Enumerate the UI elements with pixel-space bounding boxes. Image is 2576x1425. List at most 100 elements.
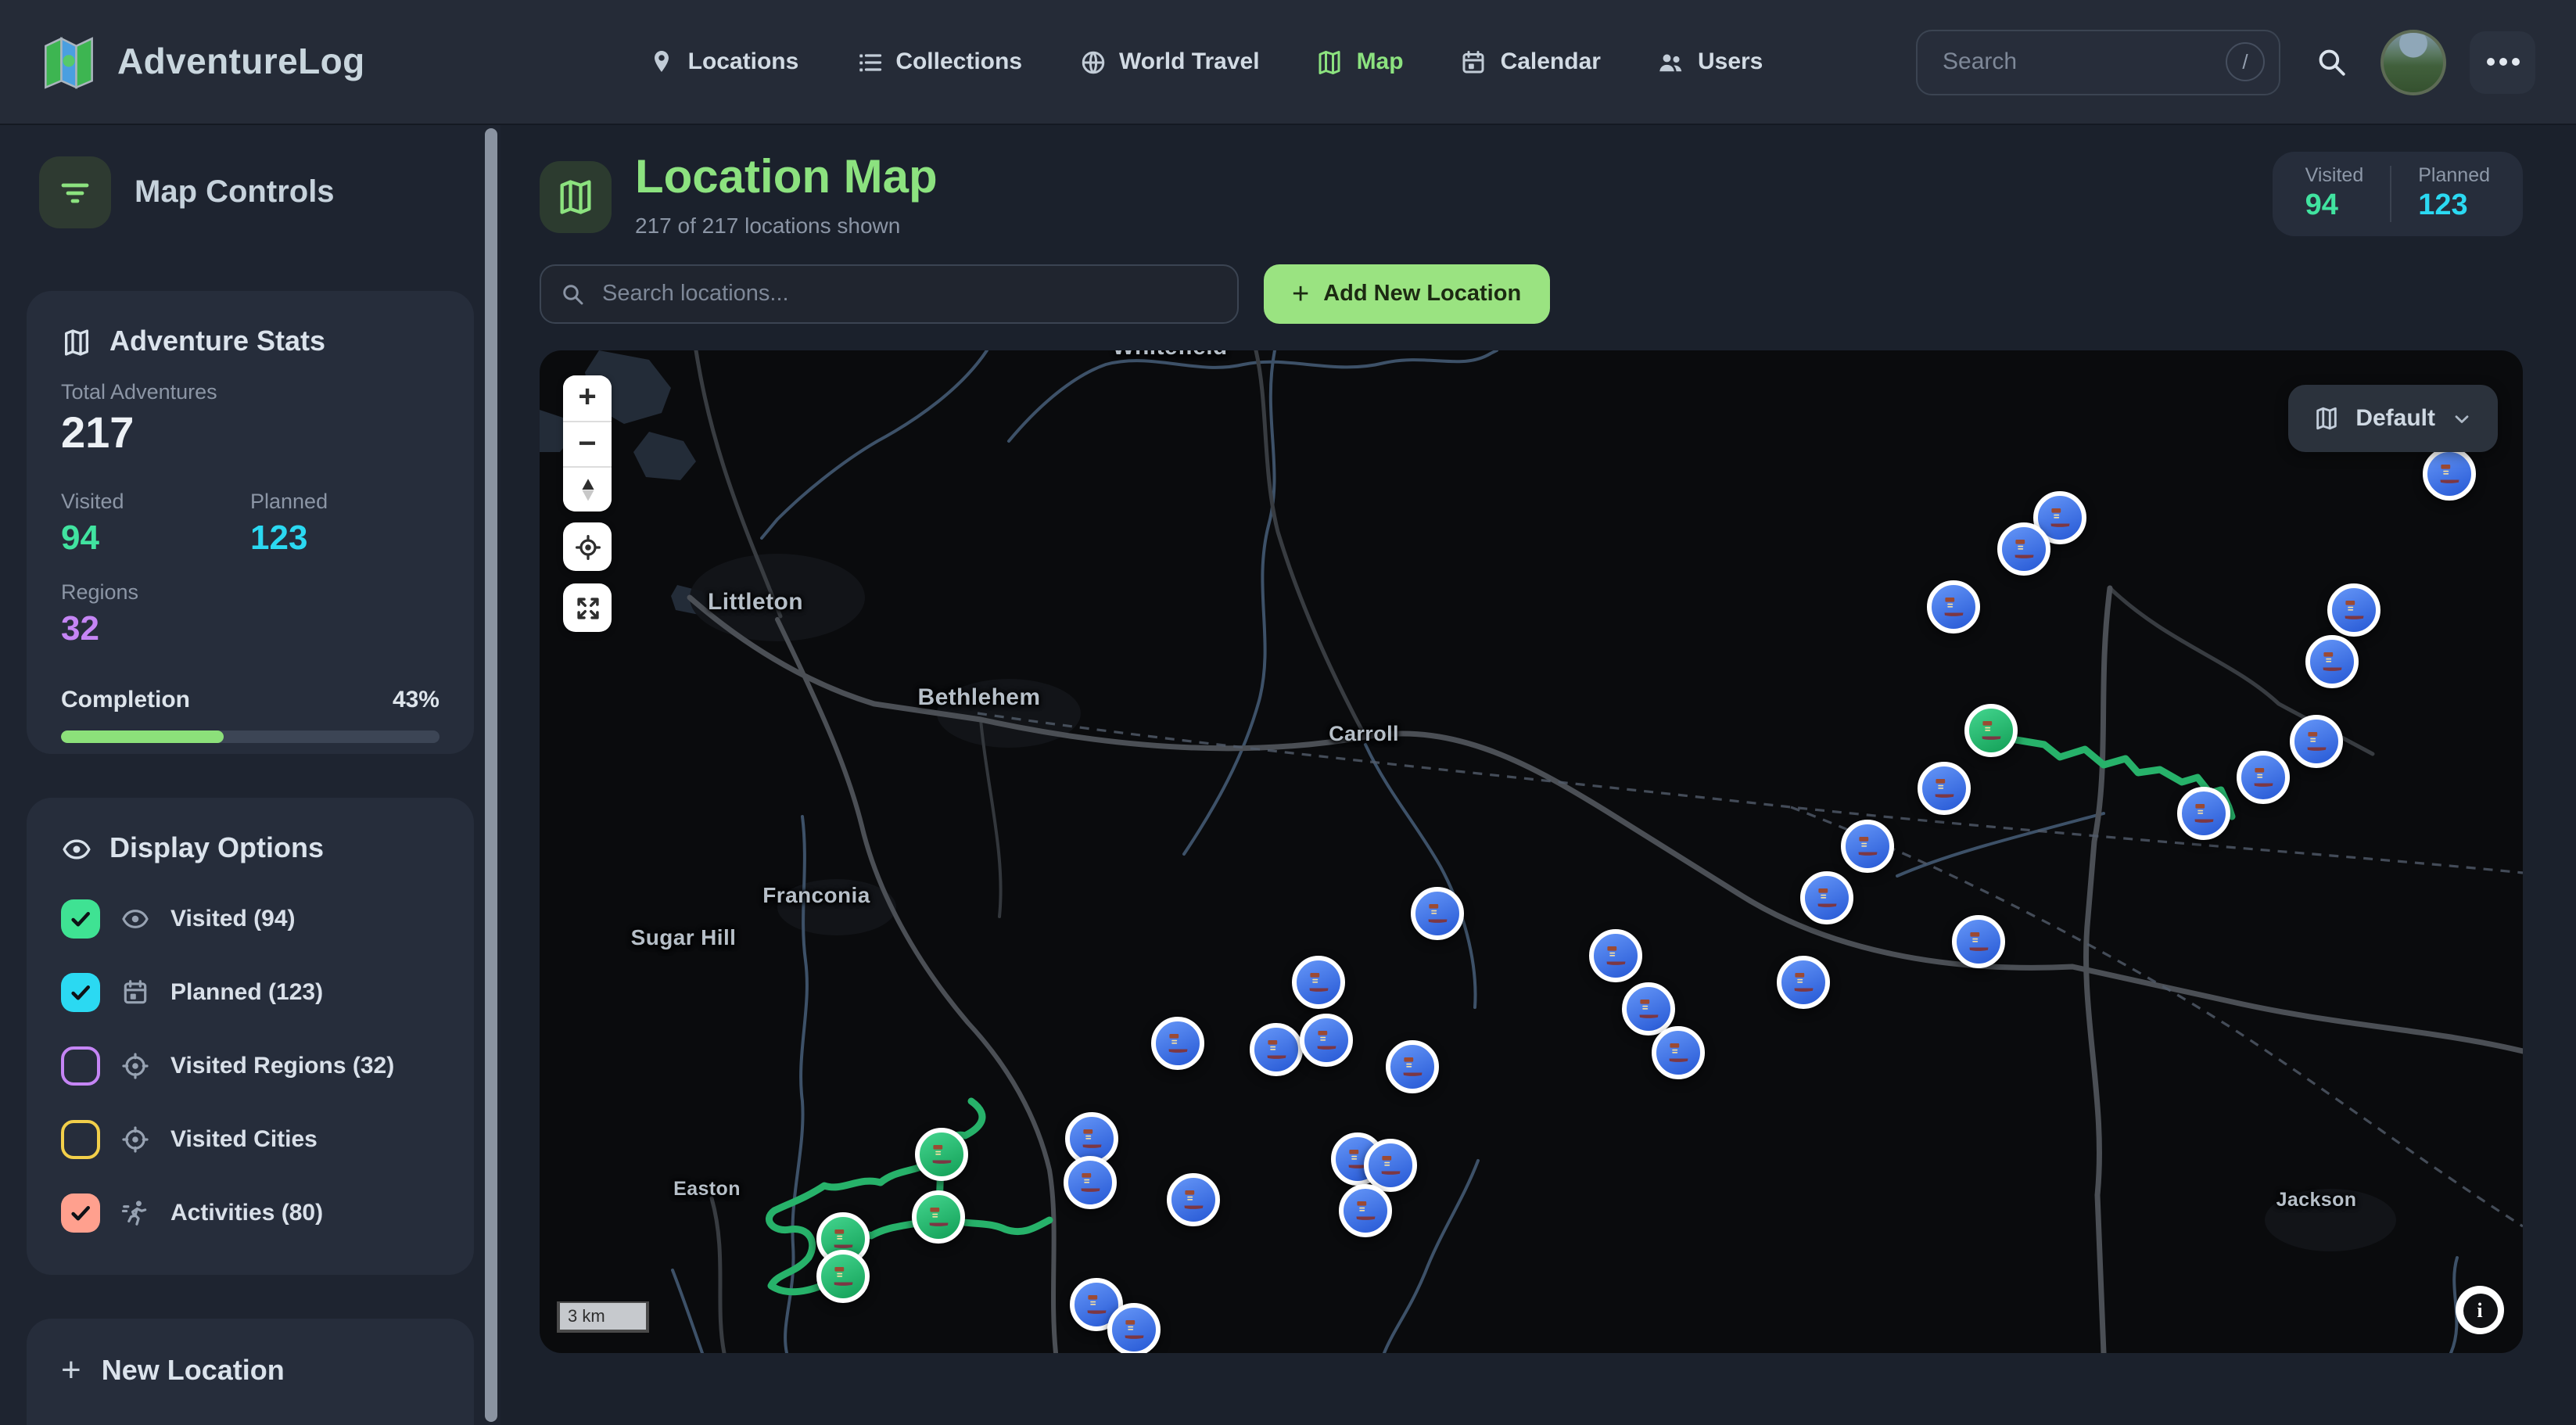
- map-city-label: Easton: [673, 1178, 741, 1200]
- page-header: Location Map 217 of 217 locations shown …: [540, 152, 2523, 238]
- visited-planned-badges: Visited 94 Planned 123: [2272, 152, 2523, 236]
- location-marker[interactable]: [1151, 1017, 1204, 1070]
- zoom-out-button[interactable]: −: [563, 421, 612, 466]
- location-marker[interactable]: [1292, 956, 1345, 1009]
- location-marker[interactable]: [1777, 956, 1830, 1009]
- location-marker[interactable]: [1339, 1184, 1392, 1237]
- location-marker[interactable]: [1952, 915, 2005, 968]
- location-marker[interactable]: [1622, 982, 1675, 1036]
- visited-location-marker[interactable]: [816, 1250, 870, 1303]
- location-marker[interactable]: [1250, 1023, 1303, 1076]
- info-icon: i: [2463, 1293, 2497, 1327]
- location-marker[interactable]: [1997, 522, 2050, 576]
- location-marker[interactable]: [2327, 583, 2380, 637]
- overflow-menu-button[interactable]: [2470, 31, 2535, 93]
- nav-item-label: Calendar: [1500, 48, 1601, 75]
- adventure-stats-card: Adventure Stats Total Adventures 217 Vis…: [27, 291, 474, 754]
- hiking-boot-icon: [1813, 884, 1841, 912]
- location-search-box[interactable]: [540, 264, 1239, 324]
- map-zoom-controls: + −: [563, 375, 612, 511]
- display-option-label: Visited Regions (32): [170, 1053, 395, 1079]
- nav-item-locations[interactable]: Locations: [648, 48, 798, 76]
- compass-button[interactable]: [563, 466, 612, 511]
- hiking-boot-icon: [2190, 799, 2218, 827]
- checkbox-checked[interactable]: [61, 899, 100, 939]
- nav-item-calendar[interactable]: Calendar: [1460, 48, 1601, 76]
- badge-visited-value: 94: [2305, 189, 2338, 222]
- pin-icon: [648, 48, 676, 76]
- add-new-location-button[interactable]: + Add New Location: [1264, 264, 1550, 324]
- map-icon: [61, 326, 92, 357]
- location-marker[interactable]: [1918, 762, 1971, 815]
- location-marker[interactable]: [1589, 929, 1642, 982]
- visited-location-marker[interactable]: [912, 1190, 965, 1244]
- display-option-planned-123[interactable]: Planned (123): [61, 973, 439, 1012]
- display-option-activities-80[interactable]: Activities (80): [61, 1193, 439, 1233]
- map-layer-selector[interactable]: Default: [2288, 385, 2498, 452]
- zoom-in-button[interactable]: +: [563, 375, 612, 421]
- map-icon: [555, 177, 596, 217]
- nav-item-map[interactable]: Map: [1316, 48, 1404, 76]
- checkbox-unchecked[interactable]: [61, 1046, 100, 1086]
- checkbox-checked[interactable]: [61, 1193, 100, 1233]
- user-avatar[interactable]: [2380, 29, 2446, 95]
- location-marker[interactable]: [2237, 751, 2290, 804]
- location-marker[interactable]: [2423, 447, 2476, 501]
- location-marker[interactable]: [1411, 887, 1464, 940]
- location-marker[interactable]: [1064, 1156, 1117, 1209]
- location-marker[interactable]: [1167, 1173, 1220, 1226]
- global-search-box[interactable]: /: [1916, 29, 2280, 95]
- fullscreen-button[interactable]: [563, 583, 612, 632]
- location-marker[interactable]: [1800, 871, 1853, 924]
- planned-value: 123: [250, 518, 308, 557]
- checkbox-unchecked[interactable]: [61, 1120, 100, 1159]
- filter-icon: [56, 174, 94, 211]
- badge-divider: [2390, 166, 2392, 222]
- search-icon: [2314, 45, 2347, 78]
- hiking-boot-icon: [829, 1262, 857, 1290]
- regions-value: 32: [61, 608, 99, 648]
- location-marker[interactable]: [1364, 1139, 1417, 1192]
- location-marker[interactable]: [1107, 1303, 1161, 1353]
- hiking-boot-icon: [1423, 899, 1451, 928]
- location-marker[interactable]: [2177, 787, 2230, 840]
- map-icon: [2313, 405, 2340, 432]
- display-option-visited-cities[interactable]: Visited Cities: [61, 1120, 439, 1159]
- display-option-visited-94[interactable]: Visited (94): [61, 899, 439, 939]
- location-marker[interactable]: [1652, 1026, 1705, 1079]
- visited-location-marker[interactable]: [1964, 704, 2018, 757]
- nav-item-label: Map: [1356, 48, 1404, 75]
- checkbox-checked[interactable]: [61, 973, 100, 1012]
- search-icon-button[interactable]: [2304, 35, 2357, 88]
- location-marker[interactable]: [2290, 715, 2343, 768]
- nav-item-collections[interactable]: Collections: [855, 48, 1022, 76]
- location-marker[interactable]: [1300, 1014, 1353, 1067]
- total-adventures-label: Total Adventures: [61, 380, 217, 404]
- global-search-input[interactable]: [1939, 47, 2226, 77]
- completion-label: Completion: [61, 687, 190, 713]
- hiking-boot-icon: [1164, 1029, 1192, 1057]
- app-logo-icon: [45, 36, 93, 88]
- sidebar-scrollbar[interactable]: [485, 128, 497, 1422]
- location-marker[interactable]: [2305, 635, 2359, 688]
- location-search-input[interactable]: [599, 280, 1218, 308]
- location-marker[interactable]: [1927, 580, 1980, 634]
- nav-item-world-travel[interactable]: World Travel: [1078, 48, 1260, 76]
- navbar-right: /: [1916, 29, 2535, 95]
- check-icon: [69, 1201, 92, 1225]
- layer-selector-value: Default: [2355, 405, 2435, 432]
- hiking-boot-icon: [1312, 1026, 1340, 1054]
- hiking-boot-icon: [1078, 1125, 1106, 1153]
- locate-me-button[interactable]: [563, 522, 612, 571]
- visited-location-marker[interactable]: [915, 1128, 968, 1181]
- map-attribution-button[interactable]: i: [2456, 1286, 2504, 1334]
- brand[interactable]: AdventureLog: [41, 34, 494, 90]
- compass-icon: [570, 472, 605, 507]
- nav-item-users[interactable]: Users: [1657, 48, 1763, 76]
- location-map[interactable]: Whitefield Littleton Bethlehem Carroll Franc…: [540, 350, 2523, 1353]
- location-marker[interactable]: [1841, 820, 1894, 873]
- hiking-boot-icon: [1789, 968, 1817, 996]
- display-option-visited-regions-32[interactable]: Visited Regions (32): [61, 1046, 439, 1086]
- check-icon: [69, 907, 92, 931]
- location-marker[interactable]: [1386, 1040, 1439, 1093]
